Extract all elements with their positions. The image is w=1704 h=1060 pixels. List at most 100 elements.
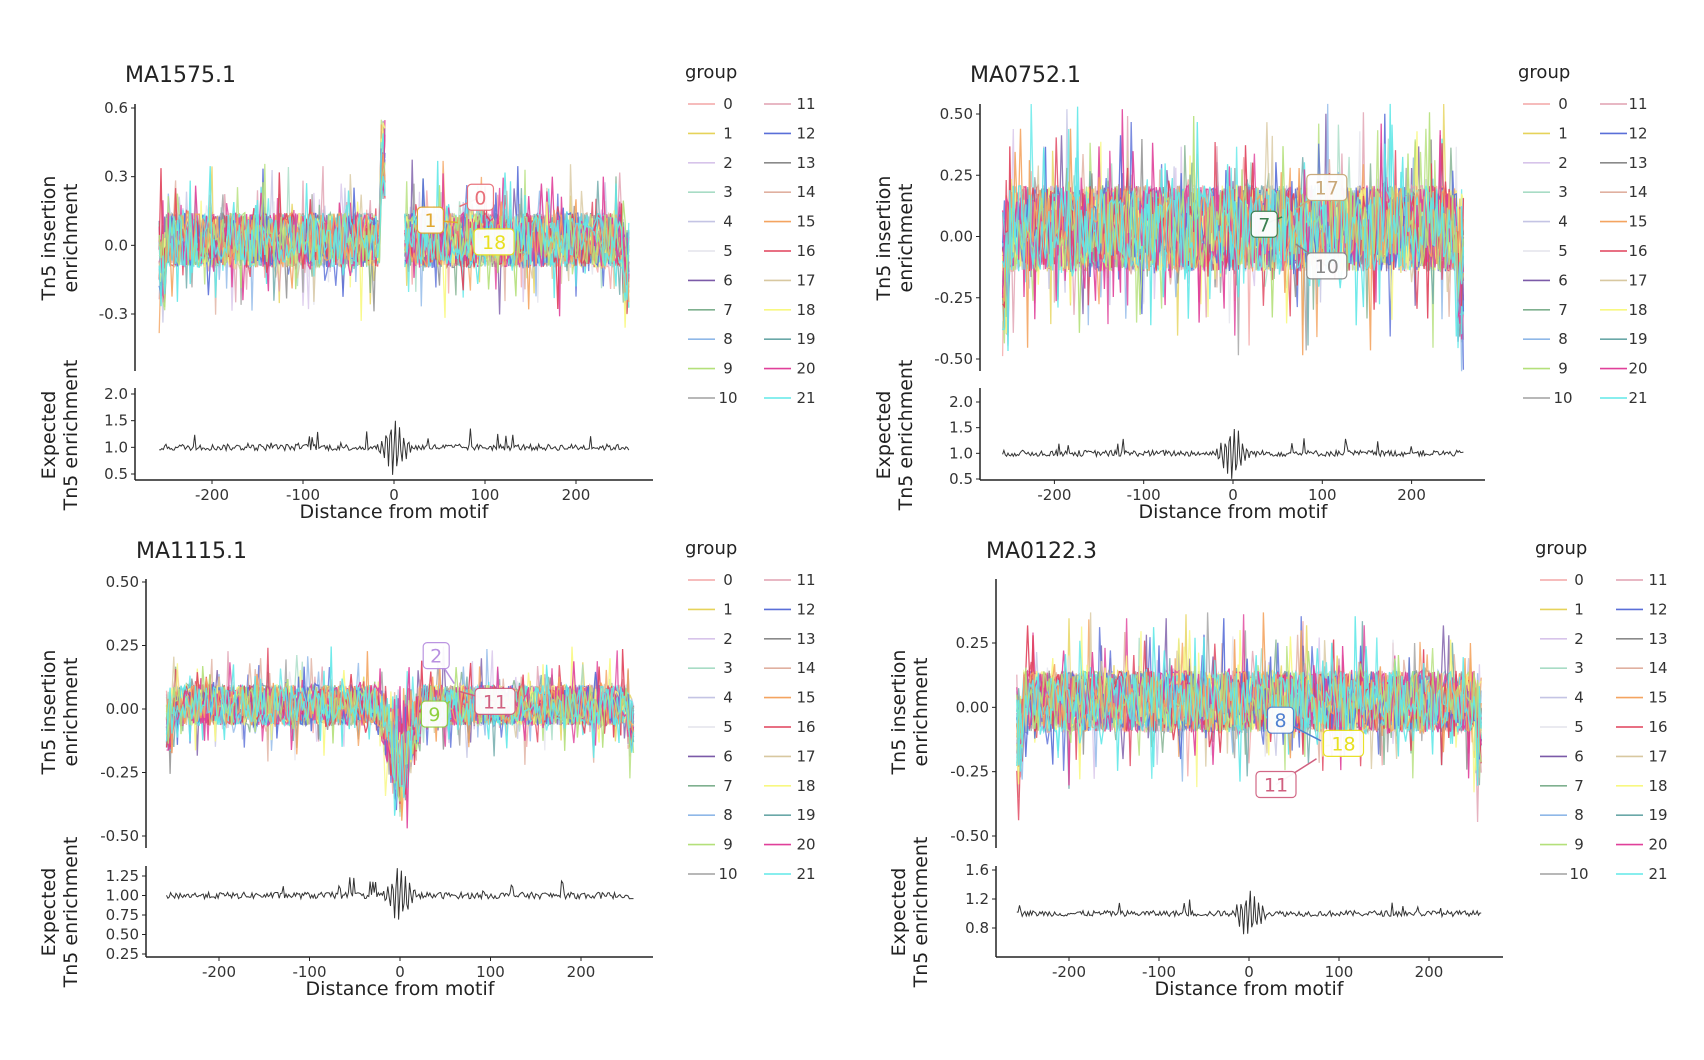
y-tick-label: 1.0 [104,438,128,456]
y-tick-label: 0.50 [106,573,139,591]
annotation-box [1306,173,1348,202]
y-tick-label: 0.8 [965,919,989,937]
x-tick-label: 200 [1415,963,1444,981]
series-line-group-15 [165,651,635,821]
x-tick-label: 0 [395,963,405,981]
legend-label: 10 [718,865,737,883]
legend-label: 19 [1648,806,1667,824]
x-tick-label: -100 [1142,963,1176,981]
legend-label: 19 [796,806,815,824]
annotation-label: 7 [1258,214,1270,236]
x-tick-label: -100 [292,963,326,981]
main-y-axis-label: Tn5 insertion [888,650,910,776]
legend-label: 13 [796,154,815,172]
y-tick-label: 0.50 [106,926,139,944]
y-tick-label: -0.50 [934,350,973,368]
expected-enrichment-line [166,868,634,920]
legend-label: 21 [1648,865,1667,883]
x-tick-label: 100 [1325,963,1354,981]
legend-label: 5 [1558,242,1568,260]
y-tick-label: 2.0 [949,393,973,411]
legend-label: 20 [1628,360,1647,378]
y-tick-label: 1.00 [106,887,139,905]
legend-label: 9 [1574,836,1584,854]
legend-label: 11 [1628,95,1647,113]
legend-label: 8 [723,330,733,348]
legend-label: 9 [723,360,733,378]
y-tick-label: 0.25 [956,634,989,652]
series-line-group-21 [165,646,635,798]
legend-label: 19 [1628,330,1647,348]
legend-label: 14 [1628,183,1647,201]
legend-label: 1 [1558,124,1568,142]
legend-label: 14 [796,659,815,677]
series-line-group-21 [1016,616,1482,786]
expected-y-axis-label: Expected [888,868,910,957]
y-tick-label: 1.5 [104,412,128,430]
y-tick-label: 0.50 [940,105,973,123]
legend-label: 18 [796,777,815,795]
chart-panel-1: MA0752.10.500.250.00-0.25-0.502.01.51.00… [873,62,1648,523]
legend-label: 8 [1574,806,1584,824]
expected-enrichment-line [159,420,630,475]
annotation-box [1250,210,1278,238]
legend-label: 2 [723,154,733,172]
legend-label: 0 [723,571,733,589]
legend-label: 1 [723,600,733,618]
legend-label: 7 [723,777,733,795]
legend-label: 15 [796,213,815,231]
series-line-group-21 [1001,106,1465,352]
expected-y-axis-label: Tn5 enrichment [60,837,82,989]
x-tick-label: -200 [1037,486,1071,504]
chart-title: MA0752.1 [970,63,1081,88]
legend-label: 11 [796,571,815,589]
legend-label: 12 [796,600,815,618]
legend-label: 4 [723,689,733,707]
y-tick-label: 0.00 [106,700,139,718]
x-tick-label: 200 [562,486,591,504]
annotation-box [420,700,448,728]
legend-label: 4 [723,213,733,231]
legend-title: group [1535,538,1587,559]
legend-label: 10 [1569,865,1588,883]
legend-label: 20 [796,836,815,854]
legend-label: 0 [1558,95,1568,113]
chart-panel-3: MA0122.3 0.25 0.00 -0.25 -0.50 1.6 1.2 0.8 -200 -… [888,538,1668,1000]
annotation-box [473,228,515,256]
legend-label: 1 [1574,600,1584,618]
annotation-label: 10 [1315,256,1339,278]
x-axis-label: Distance from motif [306,978,496,1000]
legend-label: 21 [796,389,815,407]
annotation-label: 17 [1315,178,1339,200]
x-tick-label: 200 [1397,486,1426,504]
legend-label: 15 [796,689,815,707]
legend-label: 4 [1558,213,1568,231]
expected-y-axis-label: Tn5 enrichment [895,360,917,512]
y-tick-label: 0.25 [940,166,973,184]
x-tick-label: 100 [1308,486,1337,504]
annotation-box [474,687,516,715]
y-tick-label: 0.6 [104,99,128,117]
annotation-label: 11 [1264,775,1288,797]
y-tick-label: 0.25 [106,945,139,963]
legend-label: 7 [1574,777,1584,795]
expected-y-axis-label: Tn5 enrichment [910,837,932,989]
legend-label: 16 [796,718,815,736]
legend-label: 14 [796,183,815,201]
legend-label: 3 [1574,659,1584,677]
x-tick-label: -100 [1127,486,1161,504]
x-tick-label: -200 [195,486,229,504]
annotation-box [1255,770,1297,799]
y-tick-label: 0.3 [104,168,128,186]
legend-title: group [1518,62,1570,83]
legend-label: 2 [723,630,733,648]
legend-label: 6 [1574,747,1584,765]
series-line-group-21 [158,166,386,307]
legend-label: 13 [1648,630,1667,648]
x-tick-label: 0 [1244,963,1254,981]
annotation-label: 0 [474,187,486,209]
y-tick-label: 0.75 [106,906,139,924]
